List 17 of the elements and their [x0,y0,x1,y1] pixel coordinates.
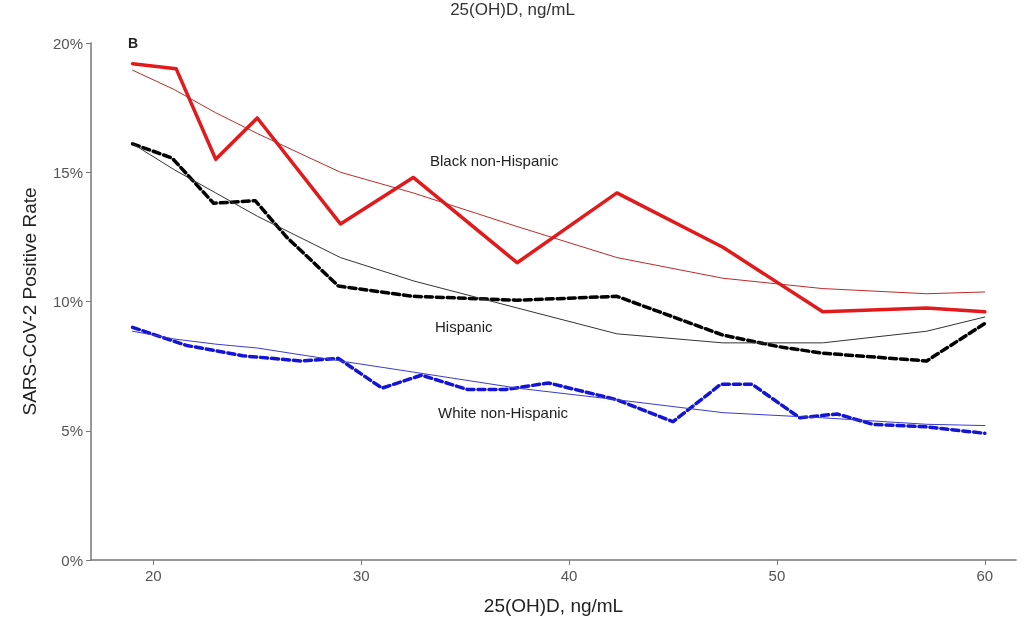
annotation: B [128,35,139,51]
x-axis-title: 25(OH)D, ng/mL [483,595,624,616]
y-tick-label: 5% [61,422,83,440]
annotation: White non-Hispanic [438,404,569,421]
annotation: Black non-Hispanic [430,152,559,169]
x-tick-label: 20 [145,567,162,584]
text: 25(OH)D, ng/mL [450,0,575,19]
x-tick-label: 30 [352,567,370,584]
y-tick-label: 20% [52,34,83,52]
x-tick-label: 60 [976,567,994,584]
y-tick-label: 15% [52,163,83,181]
y-tick-label: 10% [52,293,83,310]
y-axis-title: SARS-CoV-2 Positive Rate [19,187,40,416]
x-tick-label: 50 [768,567,786,584]
y-tick-label: 0% [61,551,83,569]
x-tick-label: 40 [560,567,578,584]
annotation: Hispanic [435,318,494,335]
